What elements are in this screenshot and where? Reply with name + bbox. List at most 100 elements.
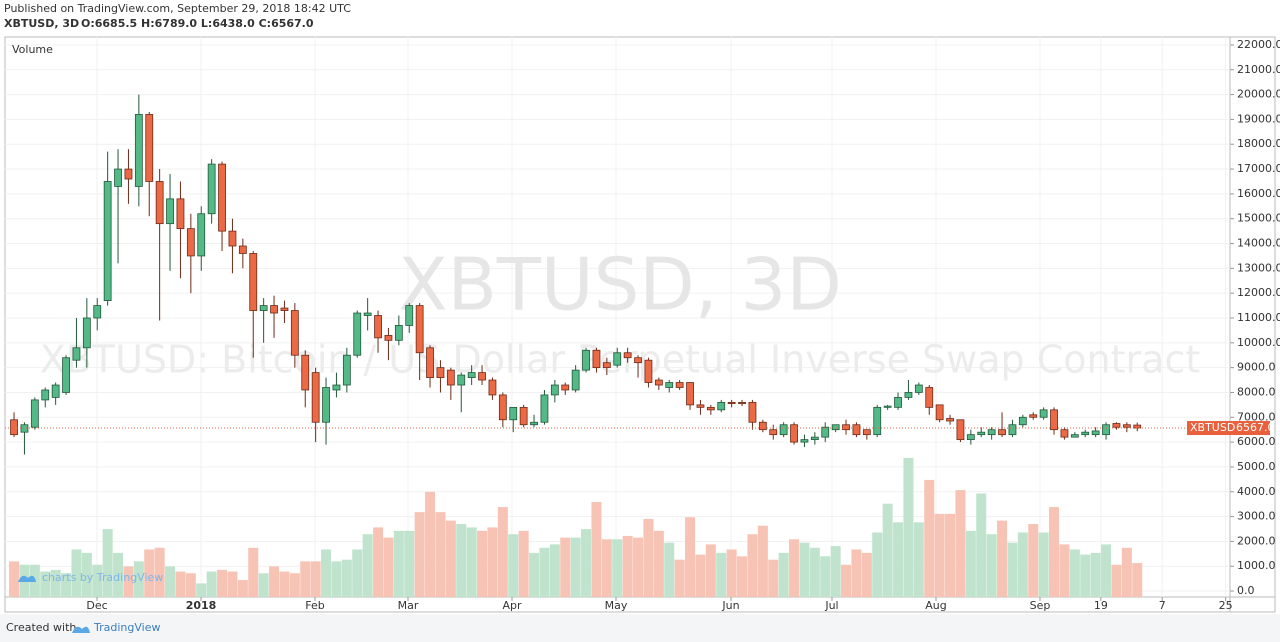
- price-label-box: [1187, 421, 1270, 436]
- candle-body: [571, 369, 580, 391]
- candle-body: [966, 434, 975, 441]
- x-tick-label: Aug: [925, 599, 946, 612]
- candle-body: [10, 419, 18, 436]
- volume-bar: [601, 539, 612, 597]
- volume-bar: [393, 530, 404, 597]
- volume-bar: [622, 535, 633, 597]
- candle-body: [758, 421, 767, 431]
- volume-bar: [913, 522, 924, 597]
- volume-bar: [924, 479, 935, 597]
- volume-bar: [518, 530, 529, 597]
- candle-body: [904, 392, 913, 398]
- candle-body: [946, 418, 954, 422]
- candle-body: [582, 349, 590, 371]
- candle-body: [259, 305, 268, 311]
- candle-body: [280, 307, 289, 311]
- volume-bar: [1017, 532, 1028, 597]
- candle-body: [176, 198, 185, 230]
- candle-body: [800, 439, 809, 443]
- volume-bar: [466, 527, 477, 597]
- y-tick-label: 22000.0: [1237, 38, 1280, 51]
- volume-bar: [258, 573, 269, 597]
- candle-body: [498, 394, 507, 421]
- axes-layer: 0.0 1000.0 2000.0 3000.0 4000.0 5000.0 6000.0 7…: [5, 38, 1280, 612]
- candle-body: [103, 181, 112, 302]
- candle-body: [384, 334, 393, 341]
- volume-bar: [362, 534, 373, 597]
- y-tick-label: 17000.0: [1237, 162, 1280, 175]
- volume-bar: [113, 552, 124, 597]
- volume-bar: [414, 512, 425, 597]
- overlay-text: charts by TradingView: [42, 571, 163, 584]
- candle-body: [228, 230, 237, 247]
- volume-bar: [144, 549, 155, 597]
- volume-bar: [976, 493, 987, 597]
- volume-bar: [872, 532, 883, 597]
- y-tick-label: 5000.0: [1237, 460, 1276, 473]
- volume-bar: [435, 512, 446, 597]
- y-tick-label: 9000.0: [1237, 361, 1276, 374]
- volume-bar: [778, 552, 789, 597]
- volume-bar: [674, 559, 685, 597]
- y-tick-label: 16000.0: [1237, 187, 1280, 200]
- footer-bar: [0, 614, 1280, 642]
- candle-body: [602, 362, 611, 369]
- x-tick-label: Apr: [502, 599, 522, 612]
- volume-bar: [1090, 552, 1101, 597]
- volume-bar: [757, 525, 768, 597]
- candle-body: [519, 406, 528, 426]
- volume-bar: [456, 524, 467, 597]
- volume-bar: [1028, 524, 1039, 597]
- volume-bar: [768, 559, 779, 597]
- chart-frame: [4, 36, 1276, 613]
- volume-bar: [477, 530, 488, 597]
- volume-bar: [383, 537, 394, 597]
- volume-bar: [269, 566, 280, 597]
- candle-body: [779, 424, 788, 436]
- volume-bar: [341, 559, 352, 597]
- volume-bar: [1038, 532, 1049, 597]
- volume-bar: [206, 571, 217, 597]
- candle-body: [665, 382, 674, 388]
- volume-bar: [123, 566, 134, 597]
- candle-layer: [10, 94, 1142, 455]
- volume-bar: [591, 501, 602, 597]
- volume-bar: [310, 561, 321, 597]
- candle-body: [914, 384, 923, 393]
- candle-body: [727, 401, 736, 405]
- candle-body: [675, 382, 684, 388]
- watermark-symbol: XBTUSD, 3D: [398, 243, 842, 327]
- volume-bar: [705, 544, 716, 597]
- volume-bar: [1132, 563, 1143, 597]
- y-tick-label: 4000.0: [1237, 485, 1276, 498]
- candle-body: [696, 404, 705, 408]
- candle-body: [821, 426, 830, 438]
- volume-bar: [539, 547, 550, 597]
- candle-body: [322, 387, 330, 423]
- volume-bar: [861, 552, 872, 597]
- volume-bar: [643, 518, 654, 597]
- volume-bar: [726, 549, 737, 597]
- volume-bar: [71, 549, 82, 597]
- volume-bar: [934, 513, 945, 597]
- candle-body: [155, 181, 164, 225]
- volume-bar: [1059, 544, 1070, 597]
- volume-bar: [61, 573, 72, 597]
- candle-body: [238, 245, 247, 254]
- volume-bar: [830, 546, 841, 597]
- volume-bar: [154, 547, 165, 597]
- candle-body: [332, 384, 341, 391]
- candle-body: [706, 406, 715, 411]
- candle-body: [134, 114, 143, 187]
- volume-bar: [809, 547, 820, 597]
- volume-bar: [695, 554, 706, 597]
- candle-body: [623, 352, 632, 359]
- volume-bar: [185, 573, 196, 597]
- x-tick-label: Mar: [398, 599, 419, 612]
- candle-body: [1122, 424, 1131, 428]
- volume-bar: [217, 569, 228, 597]
- candle-body: [186, 228, 195, 257]
- candle-body: [810, 436, 819, 441]
- y-tick-label: 3000.0: [1237, 510, 1276, 523]
- candle-body: [831, 424, 840, 431]
